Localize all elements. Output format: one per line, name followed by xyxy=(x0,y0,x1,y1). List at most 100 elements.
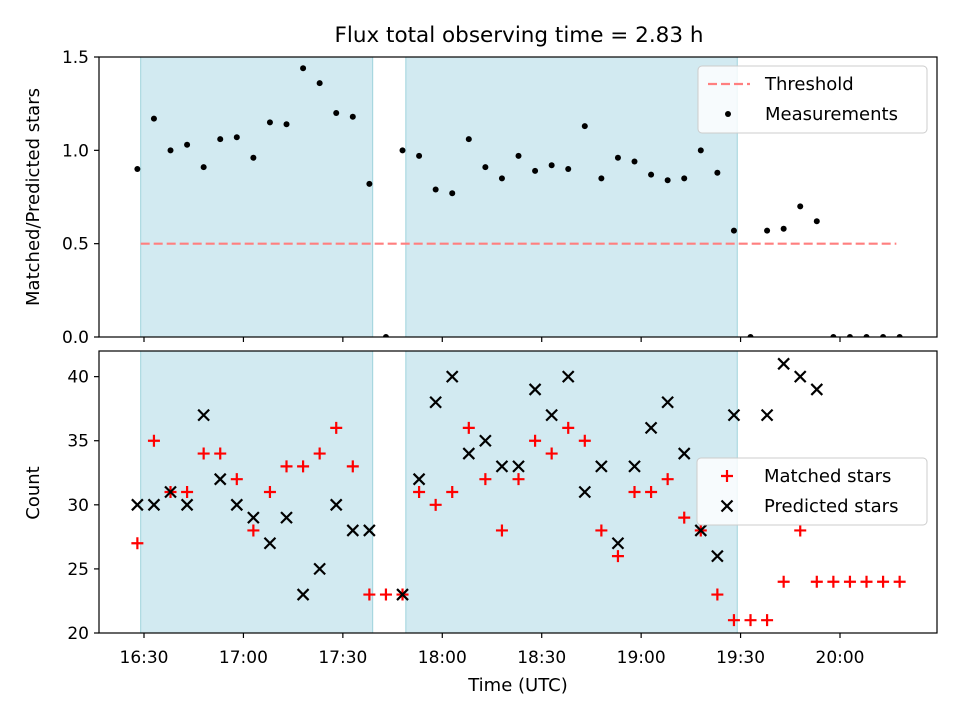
matched-stars-point-21 xyxy=(462,421,475,434)
predicted-stars-point-38 xyxy=(777,357,790,371)
bottom-ytick-label-3: 30 xyxy=(67,496,89,516)
measurements-point-22 xyxy=(482,164,489,171)
legend-label-threshold: Threshold xyxy=(764,74,854,95)
x-axis-label: Time (UTC) xyxy=(467,675,568,696)
xtick-label-2: 17:00 xyxy=(219,648,268,668)
measurements-point-28 xyxy=(581,123,588,130)
matched-stars-point-5 xyxy=(197,447,210,460)
matched-stars-point-28 xyxy=(578,434,591,447)
measurements-point-16 xyxy=(382,334,389,337)
matched-stars-point-19 xyxy=(429,498,442,511)
xtick-label-4: 18:00 xyxy=(418,648,467,668)
top-panel: 0.0 0.5 1.0 1.5 Threshold Measurements xyxy=(62,48,938,348)
measurements-point-41 xyxy=(797,203,804,210)
measurements-point-5 xyxy=(200,164,207,171)
bottom-legend-box xyxy=(696,457,928,526)
matched-stars-point-1 xyxy=(131,537,144,550)
predicted-stars-point-26 xyxy=(561,370,575,383)
predicted-stars-point-37 xyxy=(760,408,774,422)
matched-stars-point-37 xyxy=(727,614,740,627)
legend-label-predicted-stars: Predicted stars xyxy=(764,496,898,517)
measurements-point-40 xyxy=(780,225,787,232)
measurements-point-46 xyxy=(880,334,887,337)
xtick-label-8: 20:00 xyxy=(816,648,865,668)
top-ytick-label-2: 0.5 xyxy=(62,235,89,255)
top-legend: Threshold Measurements xyxy=(697,65,928,134)
top-plot-area xyxy=(134,57,903,337)
matched-stars-point-7 xyxy=(230,473,243,486)
bottom-ytick-label-1: 20 xyxy=(67,624,89,644)
predicted-stars-point-9 xyxy=(263,536,277,550)
matched-stars-point-40 xyxy=(777,575,790,588)
matched-stars-point-31 xyxy=(628,486,641,498)
matched-stars-point-18 xyxy=(413,486,426,498)
y-axis-label-top: Matched/Predicted stars xyxy=(23,88,44,306)
measurements-point-26 xyxy=(548,162,555,169)
top-ytick-label-3: 1.0 xyxy=(62,141,89,161)
matched-stars-point-20 xyxy=(446,486,459,498)
measurements-point-20 xyxy=(449,190,456,197)
predicted-stars-point-15 xyxy=(363,524,376,537)
y-axis-label-bottom: Count xyxy=(23,466,44,519)
measurements-point-10 xyxy=(283,121,290,128)
bottom-ytick-label-2: 25 xyxy=(67,560,89,580)
measurements-point-18 xyxy=(416,152,423,159)
measurements-point-35 xyxy=(697,147,704,154)
matched-stars-point-42 xyxy=(810,575,823,588)
predicted-stars-point-22 xyxy=(495,460,509,473)
measurements-point-34 xyxy=(681,175,688,182)
bottom-panel: 20 25 30 35 40 16:30 17:00 17:30 18:00 18:30 19:00… xyxy=(67,350,938,668)
predicted-stars-point-6 xyxy=(213,472,227,486)
top-legend-box xyxy=(697,65,928,134)
bottom-ytick-label-5: 40 xyxy=(67,368,89,388)
predicted-stars-point-28 xyxy=(595,460,608,473)
bottom-shaded-interval-1 xyxy=(140,351,374,633)
measurements-point-11 xyxy=(300,65,307,72)
top-shaded-interval-1 xyxy=(140,57,374,337)
predicted-stars-point-35 xyxy=(711,549,724,563)
measurements-point-39 xyxy=(764,227,771,234)
matched-stars-point-6 xyxy=(214,447,227,460)
matched-stars-point-36 xyxy=(711,588,724,601)
xtick-label-6: 19:00 xyxy=(617,648,666,668)
measurements-point-2 xyxy=(150,115,157,122)
measurements-point-21 xyxy=(465,136,472,143)
matched-stars-point-39 xyxy=(761,614,774,627)
measurements-point-12 xyxy=(316,80,323,87)
top-axes-frame xyxy=(98,56,938,338)
predicted-stars-point-19 xyxy=(445,370,459,383)
matched-stars-point-16 xyxy=(379,588,392,601)
predicted-stars-point-12 xyxy=(313,562,326,576)
matched-stars-point-22 xyxy=(479,473,492,486)
matched-stars-point-30 xyxy=(611,550,624,563)
predicted-stars-point-14 xyxy=(346,524,360,537)
matched-stars-point-41 xyxy=(794,524,807,537)
legend-handle-predicted-stars xyxy=(720,499,734,513)
bottom-shaded-interval-2 xyxy=(405,351,738,633)
measurements-point-43 xyxy=(830,334,837,337)
measurements-point-25 xyxy=(532,167,539,174)
bottom-ytick-label-4: 35 xyxy=(67,432,89,452)
predicted-stars-point-20 xyxy=(462,447,476,460)
predicted-stars-point-36 xyxy=(727,408,741,422)
measurements-point-23 xyxy=(498,175,505,182)
matched-stars-point-24 xyxy=(512,473,525,486)
matched-stars-point-25 xyxy=(529,434,542,447)
matched-stars-point-47 xyxy=(893,575,906,588)
measurements-point-13 xyxy=(333,110,340,116)
measurements-point-17 xyxy=(399,147,406,154)
measurements-point-37 xyxy=(730,227,737,234)
matched-stars-point-29 xyxy=(595,524,608,537)
legend-handle-matched-stars xyxy=(721,470,733,482)
predicted-stars-point-18 xyxy=(429,395,442,409)
matched-stars-point-46 xyxy=(877,575,890,588)
predicted-stars-point-3 xyxy=(164,485,177,499)
measurements-point-7 xyxy=(233,134,240,141)
measurements-point-31 xyxy=(631,158,638,165)
legend-label-measurements: Measurements xyxy=(765,104,898,125)
measurements-point-29 xyxy=(598,175,605,182)
measurements-point-30 xyxy=(614,154,621,161)
predicted-stars-point-40 xyxy=(810,383,824,396)
predicted-stars-point-17 xyxy=(412,472,426,486)
predicted-stars-point-24 xyxy=(528,383,542,396)
